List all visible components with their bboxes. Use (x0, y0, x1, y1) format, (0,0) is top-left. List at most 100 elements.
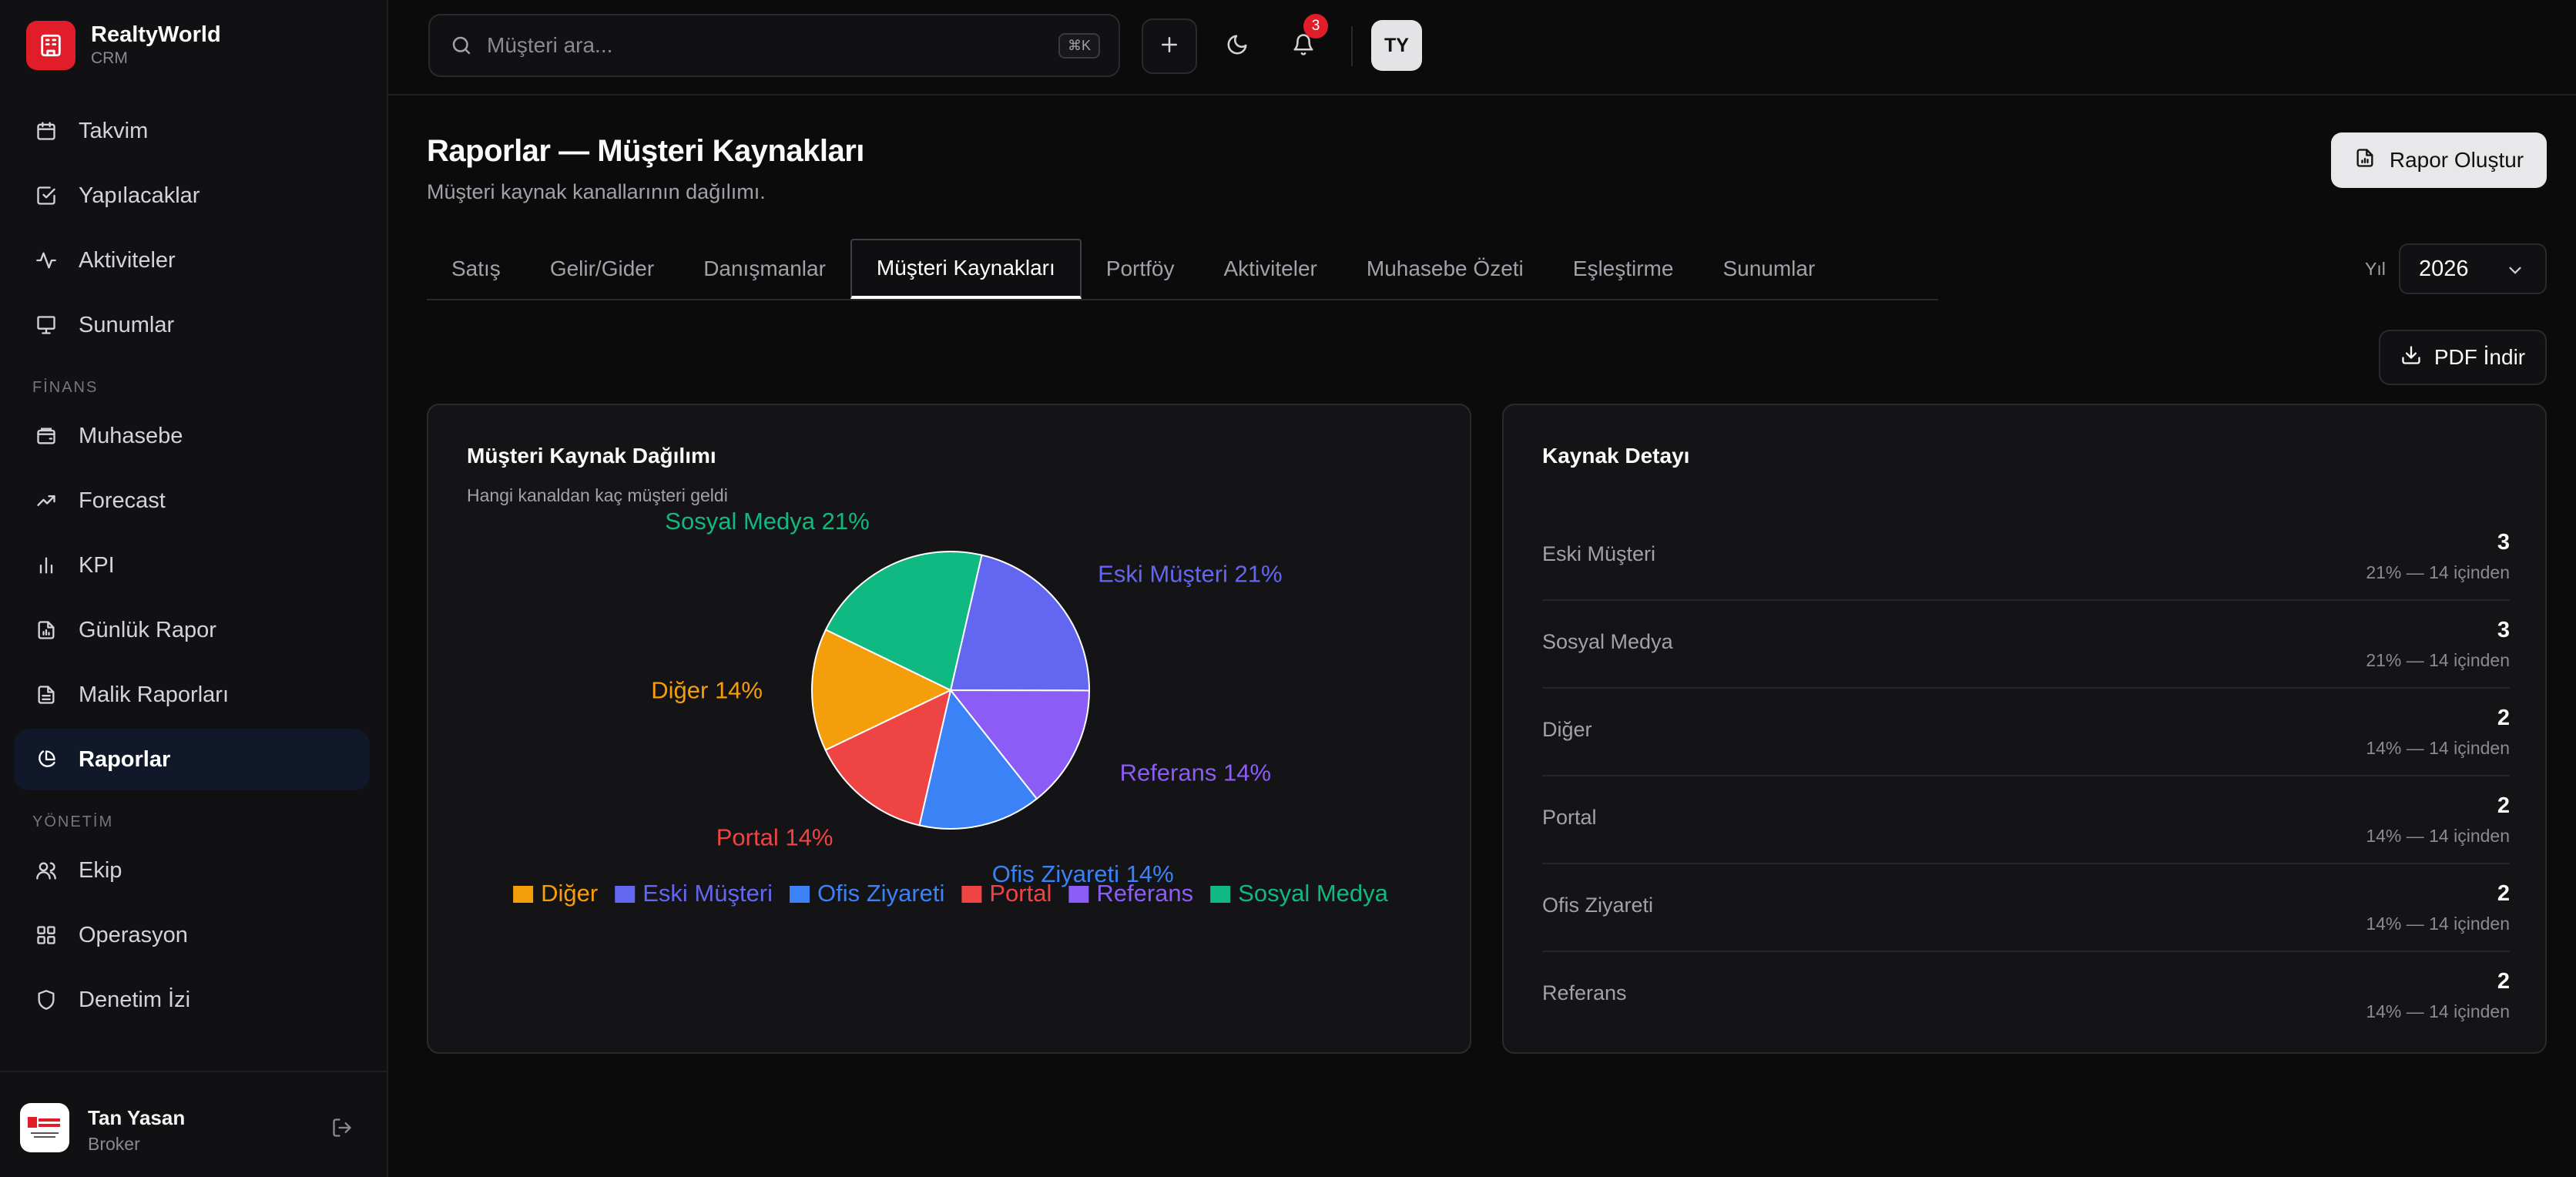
user-avatar-button[interactable]: TY (1371, 20, 1422, 71)
section-label-yonetim: YÖNETİM (32, 813, 114, 830)
source-detail-list: Eski Müşteri 3 21% — 14 içinden Sosyal M… (1542, 513, 2510, 1040)
sidebar-item-label: Denetim İzi (79, 987, 191, 1012)
sidebar-item-aktiviteler[interactable]: Aktiviteler (14, 230, 370, 291)
legend-swatch-ofis-ziyareti (790, 886, 810, 903)
pie-slice-portal[interactable] (824, 689, 952, 827)
source-percent: 14% — 14 içinden (2366, 738, 2510, 758)
source-name: Sosyal Medya (1542, 630, 1673, 653)
tab-eslestirme[interactable]: Eşleştirme (1572, 257, 1674, 280)
sidebar-item-label: Forecast (79, 488, 166, 513)
tab-musteri-kaynaklari[interactable]: Müşteri Kaynakları (850, 239, 1082, 299)
search-input[interactable]: Müşteri ara... ⌘K (428, 14, 1120, 77)
tab-muhasebe-ozeti[interactable]: Muhasebe Özeti (1366, 257, 1524, 280)
legend-label-diger[interactable]: Diğer (541, 880, 598, 907)
sidebar-item-forecast[interactable]: Forecast (14, 470, 370, 531)
pie-label-referans: Referans 14% (1120, 759, 1271, 786)
calendar-icon (34, 119, 59, 143)
tab-portfoy[interactable]: Portföy (1105, 257, 1175, 280)
sidebar-item-yapilacaklar[interactable]: Yapılacaklar (14, 165, 370, 226)
pie-slice-sosyal-medya[interactable] (824, 551, 983, 692)
trending-up-icon (34, 488, 59, 513)
detail-card: Kaynak Detayı Eski Müşteri 3 21% — 14 iç… (1502, 404, 2547, 1054)
sidebar-item-label: Ekip (79, 857, 122, 883)
chart-legend: Diğer Eski Müşteri Ofis Ziyareti Portal Refe… (513, 880, 1389, 907)
pie-label-diger: Diğer 14% (651, 676, 763, 703)
file-chart-icon (2354, 147, 2376, 174)
sidebar-item-label: Aktiviteler (79, 247, 176, 273)
sidebar-item-muhasebe[interactable]: Muhasebe (14, 405, 370, 467)
pie-slice-diger[interactable] (811, 629, 953, 752)
list-item: Sosyal Medya 3 21% — 14 içinden (1542, 601, 2510, 689)
page-title: Raporlar — Müşteri Kaynakları (427, 134, 864, 168)
detail-card-title: Kaynak Detayı (1542, 444, 1690, 468)
file-text-icon (34, 682, 59, 707)
source-count: 2 (2497, 969, 2510, 994)
tab-satis[interactable]: Satış (451, 257, 501, 280)
pie-slice-ofis-ziyareti[interactable] (918, 688, 1038, 830)
sidebar-item-gunluk-rapor[interactable]: Günlük Rapor (14, 599, 370, 661)
pie-slice-referans[interactable] (948, 689, 1091, 800)
list-item: Portal 2 14% — 14 içinden (1542, 776, 2510, 864)
source-name: Eski Müşteri (1542, 542, 1656, 565)
source-count: 2 (2497, 793, 2510, 818)
sidebar-item-label: Malik Raporları (79, 682, 229, 707)
sidebar-item-operasyon[interactable]: Operasyon (14, 904, 370, 966)
sidebar-user-panel: Tan Yasan Broker (0, 1071, 388, 1177)
tab-gelir-gider[interactable]: Gelir/Gider (549, 257, 655, 280)
tab-danismanlar[interactable]: Danışmanlar (703, 257, 826, 280)
chart-card-subtitle: Hangi kanaldan kaç müşteri geldi (467, 485, 728, 505)
sidebar-item-takvim[interactable]: Takvim (14, 100, 370, 162)
legend-swatch-referans (1068, 886, 1089, 903)
source-percent: 14% — 14 içinden (2366, 1001, 2510, 1021)
list-item: Ofis Ziyareti 2 14% — 14 içinden (1542, 864, 2510, 952)
activity-icon (34, 248, 59, 273)
sidebar-item-malik-raporlari[interactable]: Malik Raporları (14, 664, 370, 726)
brand[interactable]: RealtyWorld CRM (26, 20, 221, 71)
chart-card-title: Müşteri Kaynak Dağılımı (467, 444, 716, 468)
legend-swatch-eski-musteri (615, 886, 636, 903)
sidebar-item-sunumlar[interactable]: Sunumlar (14, 294, 370, 356)
keyboard-shortcut: ⌘K (1058, 32, 1100, 59)
sidebar-item-raporlar[interactable]: Raporlar (14, 729, 370, 790)
pie-slice-eski-musteri[interactable] (949, 554, 1090, 692)
notification-badge: 3 (1303, 14, 1328, 39)
legend-label-sosyal-medya[interactable]: Sosyal Medya (1238, 880, 1388, 907)
pie-chart: Eski Müşteri 21% Referans 14% Ofis Ziyaret… (513, 508, 1389, 907)
legend-label-portal[interactable]: Portal (989, 880, 1052, 907)
sidebar-item-denetim-izi[interactable]: Denetim İzi (14, 969, 370, 1031)
sidebar: RealtyWorld CRM Takvim Yapılacaklar Akti… (0, 0, 388, 1177)
moon-icon (1226, 33, 1249, 60)
pie-label-sosyal-medya: Sosyal Medya 21% (665, 508, 869, 535)
user-name: Tan Yasan (88, 1106, 186, 1129)
avatar[interactable] (20, 1103, 69, 1152)
divider (1351, 26, 1353, 66)
add-button[interactable] (1142, 18, 1197, 74)
pie-chart-icon (34, 747, 59, 772)
pie-label-portal: Portal 14% (716, 823, 834, 850)
shield-icon (34, 988, 59, 1012)
source-name: Ofis Ziyareti (1542, 894, 1654, 917)
user-role: Broker (88, 1134, 140, 1154)
legend-label-eski-musteri[interactable]: Eski Müşteri (642, 880, 773, 907)
checkbox-icon (34, 183, 59, 208)
bar-chart-icon (34, 553, 59, 578)
sidebar-item-kpi[interactable]: KPI (14, 535, 370, 596)
theme-toggle-button[interactable] (1209, 18, 1265, 74)
sidebar-item-ekip[interactable]: Ekip (14, 840, 370, 901)
sidebar-item-label: Günlük Rapor (79, 617, 216, 642)
pdf-download-button[interactable]: PDF İndir (2379, 330, 2547, 385)
bell-icon (1292, 33, 1315, 60)
tab-sunumlar[interactable]: Sunumlar (1722, 257, 1816, 280)
create-report-button[interactable]: Rapor Oluştur (2331, 132, 2547, 188)
tab-aktiviteler[interactable]: Aktiviteler (1223, 257, 1317, 280)
source-count: 3 (2497, 530, 2510, 555)
legend-label-referans[interactable]: Referans (1096, 880, 1193, 907)
page-subtitle: Müşteri kaynak kanallarının dağılımı. (427, 180, 766, 203)
search-placeholder: Müşteri ara... (487, 33, 613, 57)
notifications-button[interactable]: 3 (1276, 14, 1331, 74)
sidebar-item-label: KPI (79, 552, 115, 578)
source-count: 2 (2497, 881, 2510, 906)
year-select[interactable]: 2026 (2399, 243, 2547, 294)
logout-icon[interactable] (330, 1115, 354, 1140)
legend-label-ofis-ziyareti[interactable]: Ofis Ziyareti (817, 880, 944, 907)
